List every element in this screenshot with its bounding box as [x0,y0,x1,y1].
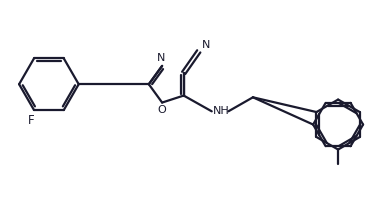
Text: O: O [157,105,166,115]
Text: NH: NH [212,106,229,116]
Text: N: N [201,40,210,50]
Text: N: N [157,53,165,63]
Text: F: F [28,114,35,127]
